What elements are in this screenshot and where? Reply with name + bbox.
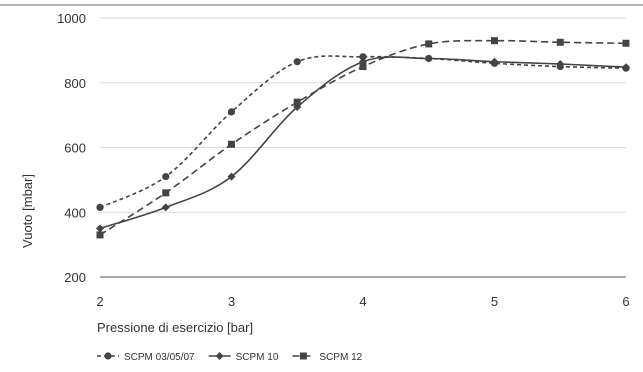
legend-label: SCPM 03/05/07 [124,352,195,363]
y-tick-label: 400 [64,205,86,220]
data-point [293,58,301,66]
data-point [622,63,630,72]
data-point [96,203,104,211]
data-point [293,98,301,106]
x-tick-label: 2 [96,294,103,309]
data-point [228,140,235,148]
y-tick-label: 800 [64,76,86,91]
x-tick-label: 3 [228,294,235,309]
legend-item: SCPM 12 [292,352,363,363]
series-line [99,55,627,209]
y-tick-label: 600 [64,141,86,156]
legend-item: SCPM 10 [208,352,279,363]
legend-marker [215,352,224,360]
data-point [161,203,170,212]
data-point [359,57,367,66]
series-3 [96,37,630,239]
data-point [556,38,564,46]
x-tick-label: 5 [491,294,498,309]
data-point [227,172,236,181]
data-point [96,231,104,239]
data-point [424,54,433,63]
data-point [227,108,236,116]
legend: SCPM 03/05/07 SCPM 10 SCPM 12 [97,352,363,363]
grid-layer [100,17,626,278]
data-point [490,57,499,66]
legend-item: SCPM 03/05/07 [97,352,195,363]
y-tick-label: 1000 [57,11,86,26]
y-tick-label: 200 [64,270,86,285]
data-point [96,224,104,233]
legend-marker [104,352,112,360]
series-1 [96,53,630,211]
data-point [622,39,630,47]
y-axis-title: Vuoto [mbar] [20,174,35,248]
data-point [162,173,170,181]
data-point [425,40,433,48]
series-layer [96,37,630,239]
x-axis-title: Pressione di esercizio [bar] [97,320,253,335]
legend-marker [299,352,307,360]
data-point [491,37,498,45]
legend-label: SCPM 10 [236,352,279,363]
x-tick-label: 6 [622,294,629,309]
series-2 [96,54,630,233]
y-tick-labels: 200 400 600 800 1000 [57,11,86,285]
data-point [162,189,170,197]
x-tick-label: 4 [359,294,366,309]
x-tick-labels: 2 3 4 5 6 [96,294,629,309]
data-point [556,59,565,68]
data-point [359,53,367,61]
legend-label: SCPM 12 [319,352,362,363]
data-point [359,63,367,71]
